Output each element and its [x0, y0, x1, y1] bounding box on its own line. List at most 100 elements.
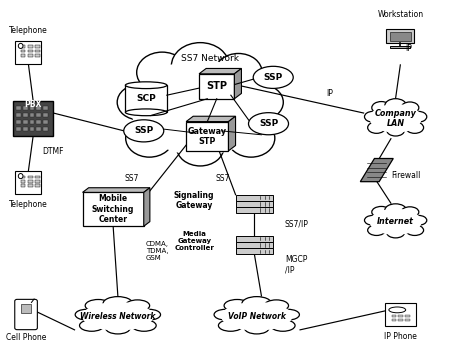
FancyBboxPatch shape [23, 113, 28, 117]
Ellipse shape [215, 53, 262, 91]
Ellipse shape [242, 297, 272, 310]
Ellipse shape [219, 320, 243, 331]
Text: SSP: SSP [134, 126, 154, 135]
FancyBboxPatch shape [28, 176, 33, 178]
FancyBboxPatch shape [236, 207, 273, 213]
Text: Company
LAN: Company LAN [374, 109, 417, 128]
FancyBboxPatch shape [43, 120, 48, 124]
Text: Firewall: Firewall [391, 171, 420, 180]
Text: IP Phone: IP Phone [384, 332, 417, 340]
FancyBboxPatch shape [23, 127, 28, 131]
FancyBboxPatch shape [28, 50, 33, 52]
Ellipse shape [245, 323, 269, 334]
FancyBboxPatch shape [17, 113, 21, 117]
FancyBboxPatch shape [30, 127, 35, 131]
FancyBboxPatch shape [36, 120, 41, 124]
Text: SCP: SCP [136, 93, 156, 103]
FancyBboxPatch shape [17, 106, 21, 110]
Ellipse shape [401, 207, 419, 217]
FancyBboxPatch shape [399, 315, 403, 317]
Ellipse shape [387, 227, 404, 238]
Ellipse shape [370, 209, 422, 235]
FancyBboxPatch shape [236, 236, 273, 242]
Ellipse shape [385, 99, 406, 113]
FancyBboxPatch shape [126, 85, 167, 112]
FancyBboxPatch shape [30, 120, 35, 124]
Polygon shape [186, 116, 236, 122]
FancyBboxPatch shape [23, 120, 28, 124]
Ellipse shape [224, 300, 250, 312]
Ellipse shape [385, 204, 406, 217]
Ellipse shape [80, 320, 104, 331]
FancyBboxPatch shape [35, 184, 40, 187]
Ellipse shape [106, 323, 130, 334]
Ellipse shape [103, 297, 133, 310]
Ellipse shape [82, 302, 154, 331]
FancyBboxPatch shape [392, 315, 396, 317]
FancyBboxPatch shape [36, 106, 41, 110]
FancyBboxPatch shape [15, 299, 37, 330]
Text: STP: STP [206, 81, 227, 91]
FancyBboxPatch shape [28, 54, 33, 57]
FancyBboxPatch shape [386, 29, 414, 43]
Ellipse shape [128, 57, 272, 159]
FancyBboxPatch shape [35, 180, 40, 183]
Ellipse shape [85, 300, 111, 312]
Ellipse shape [389, 307, 406, 313]
FancyBboxPatch shape [236, 201, 273, 207]
Ellipse shape [126, 119, 173, 157]
FancyBboxPatch shape [21, 54, 25, 57]
Text: SS7/IP: SS7/IP [285, 220, 309, 229]
FancyBboxPatch shape [385, 303, 416, 326]
FancyBboxPatch shape [30, 113, 35, 117]
Ellipse shape [368, 122, 385, 133]
Ellipse shape [81, 301, 155, 332]
FancyBboxPatch shape [21, 50, 25, 52]
Text: SS7: SS7 [216, 174, 230, 183]
Ellipse shape [126, 82, 167, 88]
Text: IP: IP [405, 44, 412, 53]
FancyBboxPatch shape [405, 315, 410, 317]
Ellipse shape [369, 103, 423, 134]
FancyBboxPatch shape [405, 319, 410, 321]
Text: PBX: PBX [25, 100, 42, 109]
FancyBboxPatch shape [35, 50, 40, 52]
Ellipse shape [410, 216, 427, 225]
FancyBboxPatch shape [17, 120, 21, 124]
FancyBboxPatch shape [186, 122, 228, 151]
Text: Internet: Internet [377, 217, 414, 226]
Ellipse shape [137, 52, 188, 93]
Ellipse shape [253, 66, 293, 88]
Ellipse shape [117, 84, 161, 120]
Ellipse shape [126, 109, 167, 116]
Text: Workstation: Workstation [377, 10, 423, 19]
FancyBboxPatch shape [391, 46, 410, 48]
FancyBboxPatch shape [35, 45, 40, 48]
Text: SSP: SSP [259, 119, 278, 128]
Text: Telephone: Telephone [9, 25, 48, 35]
FancyBboxPatch shape [399, 319, 403, 321]
FancyBboxPatch shape [21, 184, 25, 187]
Ellipse shape [138, 309, 161, 320]
FancyBboxPatch shape [43, 113, 48, 117]
FancyBboxPatch shape [35, 176, 40, 178]
Text: SS7: SS7 [125, 174, 139, 183]
Ellipse shape [239, 84, 283, 120]
Text: Signaling
Gateway: Signaling Gateway [174, 191, 214, 210]
FancyBboxPatch shape [30, 106, 35, 110]
Text: Wireless Network: Wireless Network [80, 312, 155, 321]
FancyBboxPatch shape [13, 101, 53, 136]
Text: Cell Phone: Cell Phone [6, 333, 46, 342]
Polygon shape [199, 68, 241, 74]
Text: Media
Gateway
Controller: Media Gateway Controller [174, 231, 214, 251]
Ellipse shape [410, 111, 427, 122]
Ellipse shape [406, 122, 424, 133]
Text: IP: IP [326, 89, 333, 98]
Ellipse shape [220, 301, 294, 332]
FancyBboxPatch shape [21, 304, 31, 313]
Ellipse shape [277, 309, 300, 320]
Text: Telephone: Telephone [9, 200, 48, 209]
Text: Gateway
STP: Gateway STP [188, 126, 227, 146]
Polygon shape [82, 188, 150, 192]
Text: MGCP
/IP: MGCP /IP [285, 255, 307, 274]
